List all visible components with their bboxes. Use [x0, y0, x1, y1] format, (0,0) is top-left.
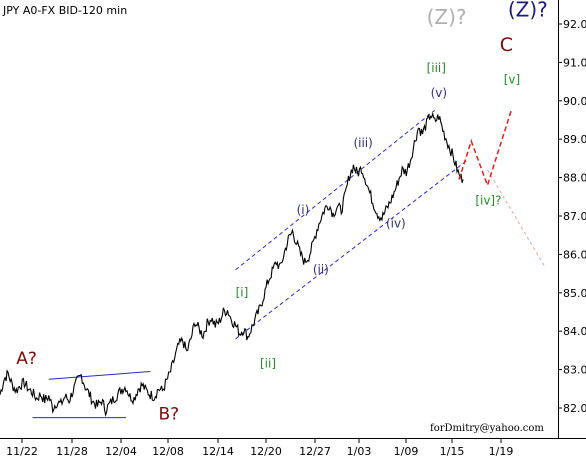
- y-tick-label: 88.00: [563, 172, 586, 185]
- wave-label: [v]: [504, 73, 520, 87]
- y-tick-label: 90.00: [563, 95, 586, 108]
- y-axis-ticks: 82.00 83.00 84.00 85.00 86.00 87.00 88.00 89.00…: [558, 18, 586, 415]
- y-tick-label: 92.00: [563, 18, 586, 31]
- y-tick-label: 84.00: [563, 325, 586, 338]
- y-tick-label: 89.00: [563, 133, 586, 146]
- wave-label: (iv): [386, 217, 406, 231]
- wave-label: A?: [16, 349, 37, 369]
- upper-trend-channel: [235, 110, 435, 271]
- x-tick-label: 1/03: [347, 445, 372, 458]
- y-tick-label: 86.00: [563, 248, 586, 261]
- wave-label: (Z)?: [508, 0, 548, 21]
- x-tick-label: 1/09: [394, 445, 419, 458]
- x-tick-label: 1/19: [489, 445, 514, 458]
- wave-label: (iii): [353, 136, 372, 150]
- wave-label: B?: [158, 405, 179, 425]
- y-tick-label: 82.00: [563, 402, 586, 415]
- wave-label: [iii]: [427, 61, 446, 75]
- credit-text: forDmitry@yahoo.com: [430, 423, 544, 434]
- wave-label: [ii]: [260, 357, 276, 371]
- wave-label: C: [500, 34, 513, 56]
- x-tick-label: 12/14: [202, 445, 234, 458]
- wave-label: (Z)?: [427, 5, 467, 29]
- y-tick-label: 87.00: [563, 210, 586, 223]
- y-tick-label: 85.00: [563, 287, 586, 300]
- x-tick-label: 12/20: [250, 445, 282, 458]
- wave-label: (v): [431, 86, 447, 100]
- upper-flat-line: [48, 371, 151, 380]
- price-line: [0, 111, 464, 418]
- wave-label: (i): [297, 203, 310, 217]
- x-tick-label: 12/08: [152, 445, 184, 458]
- wave-label: (ii): [313, 263, 329, 277]
- x-tick-label: 1/15: [440, 445, 465, 458]
- forecast-main-path: [458, 108, 513, 188]
- x-tick-label: 11/28: [56, 445, 88, 458]
- y-tick-label: 83.00: [563, 364, 586, 377]
- wave-label: [iv]?: [475, 193, 501, 207]
- forecast-alt-path: [487, 169, 545, 267]
- y-tick-label: 91.00: [563, 56, 586, 69]
- x-tick-label: 12/04: [105, 445, 137, 458]
- wave-label: [i]: [236, 286, 249, 300]
- x-tick-label: 11/22: [6, 445, 38, 458]
- chart-title: JPY A0-FX BID-120 min: [2, 4, 127, 17]
- x-tick-label: 12/27: [299, 445, 331, 458]
- lines-layer: [0, 108, 545, 419]
- x-axis-ticks: 11/22 11/28 12/04 12/08 12/14 12/20 12/27 1/03 1…: [6, 438, 513, 458]
- wave-labels-layer: A? B? C (Z)? (Z)? [i] [ii] [iii] [iv]? [v] (i) (ii)…: [16, 0, 547, 425]
